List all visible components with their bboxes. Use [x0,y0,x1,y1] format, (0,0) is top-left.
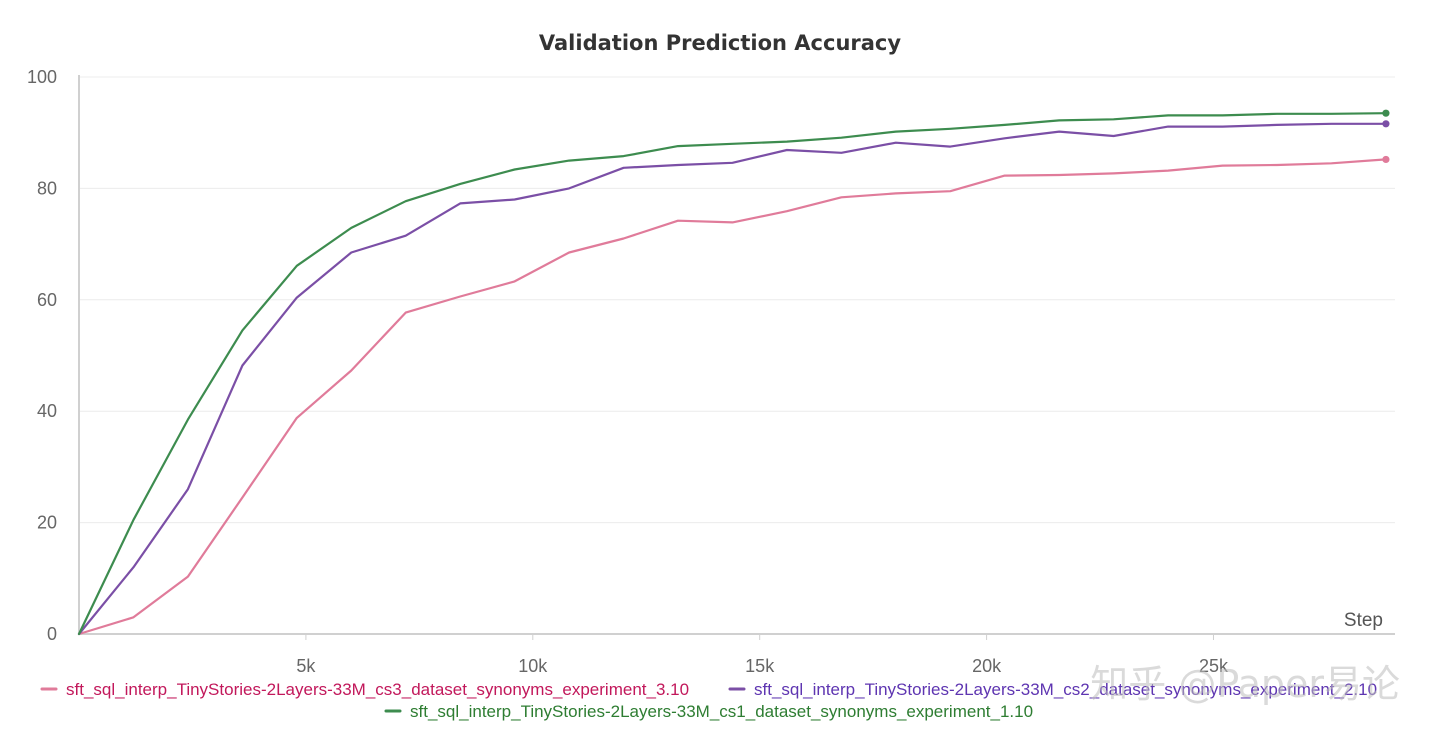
series-end-point-2 [1382,120,1390,128]
legend-label-2: sft_sql_interp_TinyStories-2Layers-33M_c… [754,680,1377,699]
legend-label-1: sft_sql_interp_TinyStories-2Layers-33M_c… [66,680,689,699]
x-axis-label: Step [1344,610,1383,631]
series-line-1 [77,158,1388,636]
series-line-2 [77,122,1388,636]
x-tick-label: 25k [1199,656,1229,676]
series-lines [77,109,1390,636]
x-tick-label: 20k [972,656,1002,676]
series-line-3 [77,112,1388,636]
y-tick-label: 20 [37,513,57,533]
y-tick-label: 40 [37,401,57,421]
grid-lines [79,76,1395,524]
y-axis-ticks: 0 20 40 60 80 100 [27,67,57,644]
chart-title: Validation Prediction Accuracy [539,31,901,55]
y-tick-label: 100 [27,67,57,87]
axes [78,75,1395,635]
y-tick-label: 80 [37,178,57,198]
x-axis-ticks: 5k 10k 15k 20k 25k [296,634,1229,676]
legend-label-3: sft_sql_interp_TinyStories-2Layers-33M_c… [410,702,1033,721]
x-tick-label: 10k [518,656,548,676]
legend: sft_sql_interp_TinyStories-2Layers-33M_c… [40,680,1377,721]
x-tick-label: 15k [745,656,775,676]
y-tick-label: 0 [47,624,57,644]
x-tick-label: 5k [296,656,316,676]
series-end-point-3 [1382,109,1390,117]
series-end-point-1 [1382,155,1390,164]
y-tick-label: 60 [37,290,57,310]
watermark: 知乎 @Paper易论 [1090,662,1400,706]
